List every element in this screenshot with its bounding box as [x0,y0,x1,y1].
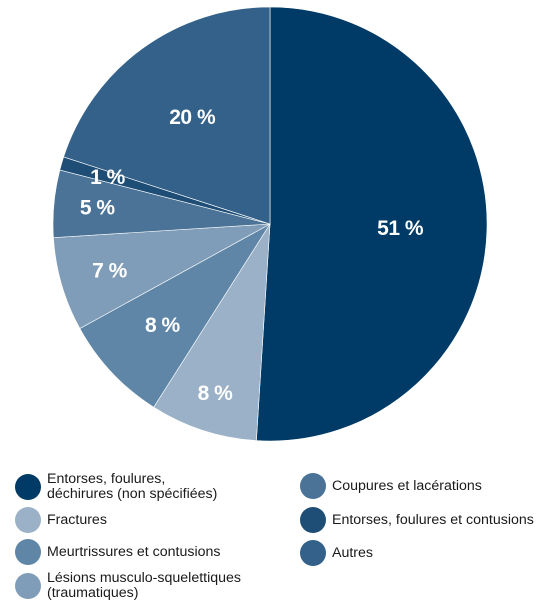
legend-label: Meurtrissures et contusions [47,543,221,560]
legend-label: Lésions musculo-squelettiques (traumatiq… [47,570,242,601]
legend-label: Coupures et lacérations [332,477,482,494]
legend-label: Entorses, foulures, déchirures (non spéc… [47,471,218,502]
pie-slice [79,223,271,408]
pie-slices [52,6,488,442]
pie-slice [153,223,271,441]
legend: Entorses, foulures, déchirures (non spéc… [0,462,553,606]
legend-swatch [300,507,326,533]
slice-value-label: 8 % [145,314,181,337]
pie-labels: 51 % 8 % 8 % 7 % 5 % 1 % 20 % [80,106,424,405]
slice-value-label: 8 % [198,382,234,405]
legend-swatch [15,539,41,565]
slice-value-label: 20 % [169,106,216,129]
legend-swatch [300,540,326,566]
legend-label: Entorses, foulures et contusions [332,511,534,528]
slice-value-label: 7 % [92,260,128,283]
legend-item-coupures: Coupures et lacérations [300,473,482,499]
legend-item-meurtrissures: Meurtrissures et contusions [15,539,220,565]
legend-swatch [15,474,41,500]
legend-label: Fractures [47,511,107,528]
legend-item-autres: Autres [300,540,373,566]
slice-value-label: 51 % [377,217,424,240]
slice-value-label: 1 % [90,166,126,189]
legend-swatch [15,573,41,599]
legend-label: Autres [332,544,374,561]
legend-swatch [15,507,41,533]
legend-swatch [300,473,326,499]
legend-item-lesions: Lésions musculo-squelettiques (traumatiq… [15,571,241,601]
pie-slice [63,6,271,225]
legend-item-entorses-dechirures: Entorses, foulures, déchirures (non spéc… [15,472,217,502]
pie-slice [256,6,488,442]
slice-value-label: 5 % [80,197,116,220]
legend-item-entorses-contusions: Entorses, foulures et contusions [300,507,534,533]
legend-item-fractures: Fractures [15,507,107,533]
pie-chart: 51 % 8 % 8 % 7 % 5 % 1 % 20 % [52,6,488,442]
